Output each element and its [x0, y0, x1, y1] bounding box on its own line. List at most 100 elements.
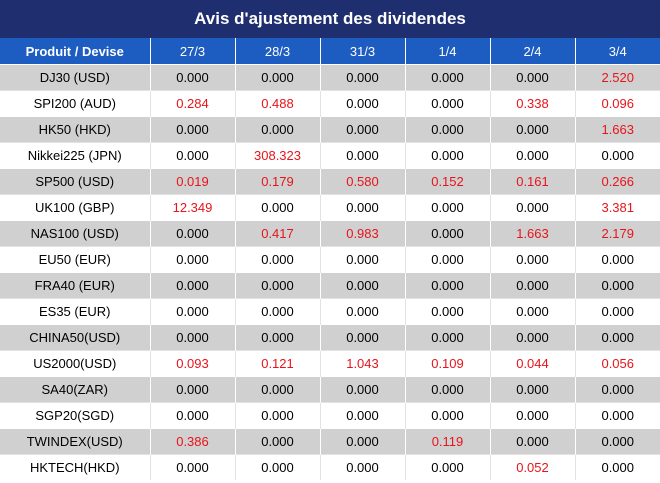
- dividend-value-cell: 0.000: [234, 116, 320, 143]
- table-body: DJ30 (USD) 0.000 0.000 0.000 0.000 0.000 2.520…: [0, 64, 660, 480]
- dividend-value-cell: 0.000: [489, 324, 575, 351]
- dividend-value-cell: 0.488: [234, 90, 320, 117]
- dividend-value-cell: 0.000: [404, 64, 490, 91]
- dividend-value-cell: 0.000: [574, 376, 660, 403]
- dividend-value-cell: 0.052: [489, 454, 575, 480]
- dividend-value-cell: 0.000: [489, 272, 575, 299]
- product-cell: SGP20(SGD): [0, 402, 150, 429]
- dividend-value-cell: 0.000: [404, 324, 490, 351]
- dividend-value-cell: 0.000: [149, 298, 235, 325]
- dividend-value-cell: 0.000: [574, 298, 660, 325]
- product-cell: Nikkei225 (JPN): [0, 142, 150, 169]
- dividend-value-cell: 2.179: [574, 220, 660, 247]
- table-row: SP500 (USD) 0.019 0.179 0.580 0.152 0.161 0.26…: [0, 168, 660, 195]
- dividend-value-cell: 0.000: [149, 324, 235, 351]
- page-title: Avis d'ajustement des dividendes: [0, 0, 660, 38]
- product-cell: US2000(USD): [0, 350, 150, 377]
- dividend-value-cell: 0.000: [149, 64, 235, 91]
- dividend-value-cell: 0.000: [319, 90, 405, 117]
- dividend-value-cell: 0.000: [234, 376, 320, 403]
- dividend-value-cell: 0.000: [319, 64, 405, 91]
- dividend-value-cell: 0.000: [404, 272, 490, 299]
- dividend-value-cell: 1.043: [319, 350, 405, 377]
- product-cell: FRA40 (EUR): [0, 272, 150, 299]
- dividend-value-cell: 0.000: [574, 428, 660, 455]
- dividend-value-cell: 0.000: [234, 298, 320, 325]
- table-row: SPI200 (AUD) 0.284 0.488 0.000 0.000 0.338 0.0…: [0, 90, 660, 117]
- table-row: SGP20(SGD) 0.000 0.000 0.000 0.000 0.000 0.000: [0, 402, 660, 429]
- dividend-value-cell: 0.000: [489, 194, 575, 221]
- dividend-value-cell: 0.284: [149, 90, 235, 117]
- column-header-date: 31/3: [319, 38, 405, 65]
- column-header-product: Produit / Devise: [0, 38, 150, 65]
- column-header-date: 2/4: [489, 38, 575, 65]
- dividend-value-cell: 1.663: [489, 220, 575, 247]
- dividend-value-cell: 0.000: [574, 142, 660, 169]
- dividend-value-cell: 0.093: [149, 350, 235, 377]
- dividend-value-cell: 1.663: [574, 116, 660, 143]
- table-row: HKTECH(HKD) 0.000 0.000 0.000 0.000 0.052 0.00…: [0, 454, 660, 480]
- dividend-value-cell: 0.000: [404, 376, 490, 403]
- dividend-value-cell: 0.152: [404, 168, 490, 195]
- dividend-value-cell: 0.000: [404, 402, 490, 429]
- table-row: Nikkei225 (JPN) 0.000 308.323 0.000 0.000 0.0…: [0, 142, 660, 169]
- dividend-value-cell: 0.000: [234, 324, 320, 351]
- dividend-value-cell: 0.000: [404, 90, 490, 117]
- dividend-value-cell: 0.109: [404, 350, 490, 377]
- dividend-value-cell: 0.161: [489, 168, 575, 195]
- dividend-value-cell: 0.000: [234, 428, 320, 455]
- product-cell: SPI200 (AUD): [0, 90, 150, 117]
- dividend-value-cell: 0.000: [149, 246, 235, 273]
- product-cell: TWINDEX(USD): [0, 428, 150, 455]
- dividend-value-cell: 0.000: [489, 298, 575, 325]
- dividend-value-cell: 0.000: [234, 454, 320, 480]
- table-row: DJ30 (USD) 0.000 0.000 0.000 0.000 0.000 2.520: [0, 64, 660, 91]
- dividend-value-cell: 0.000: [319, 194, 405, 221]
- dividend-value-cell: 0.983: [319, 220, 405, 247]
- dividend-value-cell: 0.000: [319, 142, 405, 169]
- dividend-value-cell: 0.000: [319, 116, 405, 143]
- table-row: UK100 (GBP) 12.349 0.000 0.000 0.000 0.000 3.3…: [0, 194, 660, 221]
- dividend-value-cell: 0.096: [574, 90, 660, 117]
- dividend-value-cell: 0.121: [234, 350, 320, 377]
- dividend-value-cell: 0.000: [404, 116, 490, 143]
- dividend-value-cell: 0.000: [149, 376, 235, 403]
- dividend-value-cell: 0.000: [574, 402, 660, 429]
- column-header-date: 3/4: [574, 38, 660, 65]
- product-cell: UK100 (GBP): [0, 194, 150, 221]
- table-row: NAS100 (USD) 0.000 0.417 0.983 0.000 1.663 2.1…: [0, 220, 660, 247]
- dividend-value-cell: 0.000: [574, 324, 660, 351]
- product-cell: HKTECH(HKD): [0, 454, 150, 480]
- dividend-value-cell: 0.000: [149, 454, 235, 480]
- dividend-value-cell: 0.000: [319, 454, 405, 480]
- product-cell: EU50 (EUR): [0, 246, 150, 273]
- dividend-value-cell: 0.000: [149, 272, 235, 299]
- dividend-value-cell: 0.266: [574, 168, 660, 195]
- dividend-value-cell: 0.000: [234, 194, 320, 221]
- dividend-value-cell: 0.000: [319, 428, 405, 455]
- dividend-value-cell: 0.000: [234, 272, 320, 299]
- product-cell: CHINA50(USD): [0, 324, 150, 351]
- table-header-row: Produit / Devise 27/3 28/3 31/3 1/4 2/4 …: [0, 38, 660, 65]
- dividend-value-cell: 0.000: [404, 194, 490, 221]
- dividend-value-cell: 0.179: [234, 168, 320, 195]
- product-cell: SP500 (USD): [0, 168, 150, 195]
- dividend-value-cell: 0.000: [404, 246, 490, 273]
- dividend-value-cell: 0.000: [319, 272, 405, 299]
- dividend-value-cell: 0.000: [319, 376, 405, 403]
- table-row: SA40(ZAR) 0.000 0.000 0.000 0.000 0.000 0.000: [0, 376, 660, 403]
- table-row: HK50 (HKD) 0.000 0.000 0.000 0.000 0.000 1.663: [0, 116, 660, 143]
- table-row: US2000(USD) 0.093 0.121 1.043 0.109 0.044 0.05…: [0, 350, 660, 377]
- table-row: TWINDEX(USD) 0.386 0.000 0.000 0.119 0.000 0.0…: [0, 428, 660, 455]
- product-cell: NAS100 (USD): [0, 220, 150, 247]
- dividend-value-cell: 0.386: [149, 428, 235, 455]
- table-row: ES35 (EUR) 0.000 0.000 0.000 0.000 0.000 0.000: [0, 298, 660, 325]
- dividend-table: Produit / Devise 27/3 28/3 31/3 1/4 2/4 …: [0, 38, 660, 480]
- dividend-value-cell: 0.338: [489, 90, 575, 117]
- dividend-value-cell: 0.000: [319, 402, 405, 429]
- table-row: CHINA50(USD) 0.000 0.000 0.000 0.000 0.000 0.0…: [0, 324, 660, 351]
- dividend-value-cell: 0.000: [149, 220, 235, 247]
- dividend-value-cell: 0.000: [149, 142, 235, 169]
- dividend-value-cell: 0.580: [319, 168, 405, 195]
